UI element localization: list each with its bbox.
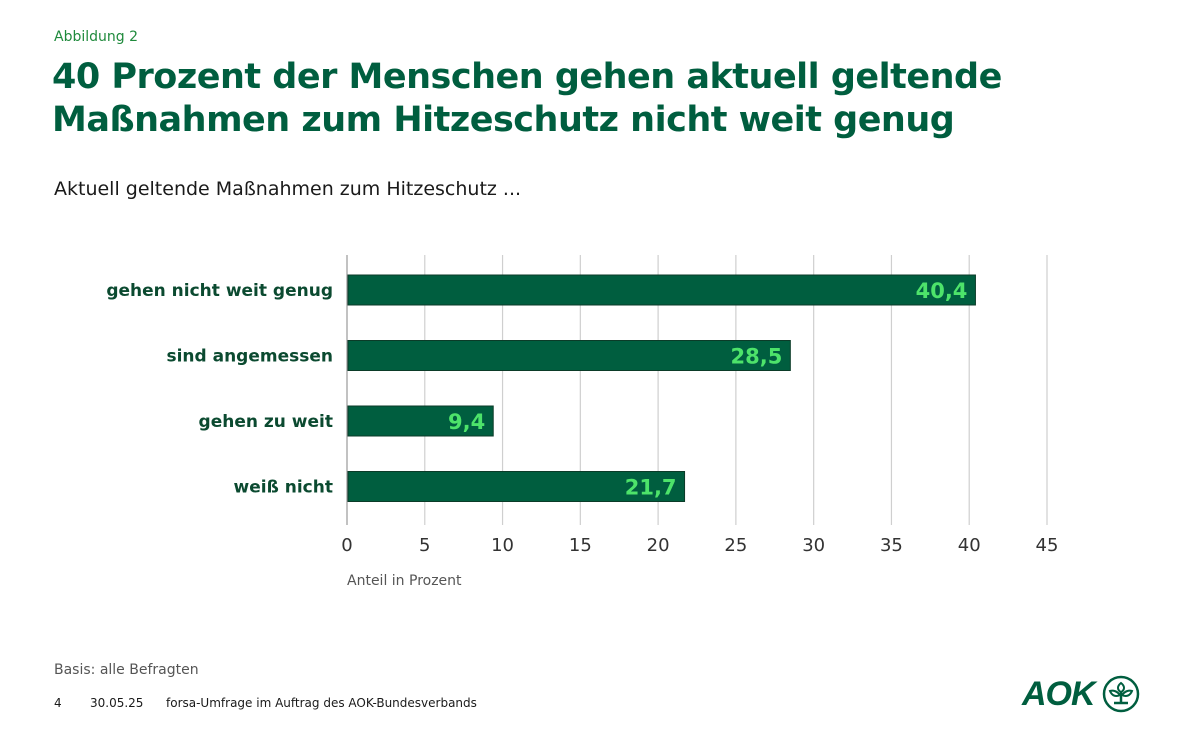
category-label: sind angemessen: [166, 347, 333, 367]
chart-subtitle: Aktuell geltende Maßnahmen zum Hitzeschu…: [54, 178, 522, 200]
bar-value-label: 9,4: [448, 410, 485, 434]
x-tick-label: 15: [569, 535, 592, 556]
bar: [347, 274, 976, 306]
x-tick-labels: 0 5 10 15 20 25 30 35 40 45: [341, 535, 1058, 556]
x-tick-label: 30: [802, 535, 825, 556]
category-labels: gehen nicht weit genug sind angemessen geh…: [106, 281, 333, 498]
chart-title-line-1: 40 Prozent der Menschen gehen aktuell ge…: [52, 57, 1002, 97]
aok-logo: AOK: [1022, 674, 1141, 714]
x-tick-label: 10: [491, 535, 514, 556]
figure-label: Abbildung 2: [54, 29, 139, 45]
bar-value-label: 21,7: [625, 476, 677, 500]
logo-text: AOK: [1022, 674, 1096, 713]
bar: [347, 340, 791, 371]
x-tick-label: 45: [1036, 535, 1059, 556]
bar-value-label: 40,4: [916, 279, 968, 303]
category-label: weiß nicht: [234, 478, 333, 498]
page-number: 4: [54, 696, 62, 710]
x-tick-label: 35: [880, 535, 903, 556]
bars: 40,4 28,5 9,4 21,7: [347, 274, 976, 502]
tree-icon: [1102, 675, 1139, 713]
x-tick-label: 20: [647, 535, 670, 556]
x-axis-label: Anteil in Prozent: [347, 573, 462, 589]
x-tick-label: 0: [341, 535, 352, 556]
bar-chart: 40,4 28,5 9,4 21,7 gehen nicht weit genug si…: [106, 255, 1058, 589]
category-label: gehen nicht weit genug: [106, 281, 333, 301]
x-tick-label: 40: [958, 535, 981, 556]
bar-value-label: 28,5: [731, 345, 783, 369]
basis-note: Basis: alle Befragten: [54, 662, 199, 678]
source-note: forsa-Umfrage im Auftrag des AOK-Bundesv…: [166, 696, 477, 710]
chart-title: 40 Prozent der Menschen gehen aktuell ge…: [52, 56, 1002, 142]
category-label: gehen zu weit: [199, 412, 333, 432]
date: 30.05.25: [90, 696, 144, 710]
bar: [347, 471, 686, 502]
bar: [347, 405, 494, 437]
x-tick-label: 25: [724, 535, 747, 556]
x-tick-label: 5: [419, 535, 430, 556]
chart-title-line-2: Maßnahmen zum Hitzeschutz nicht weit gen…: [52, 100, 955, 140]
